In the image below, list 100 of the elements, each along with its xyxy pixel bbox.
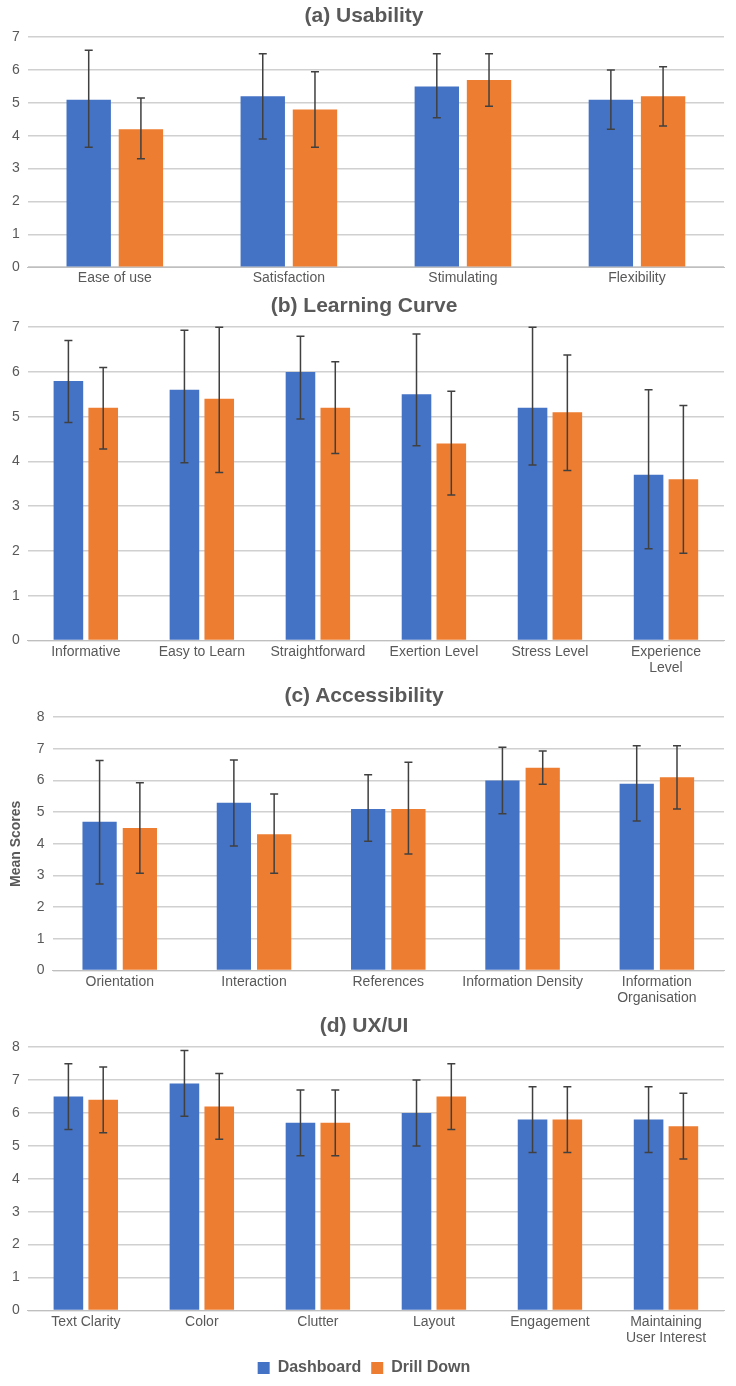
y-tick-label: 4: [11, 452, 20, 469]
bar: [240, 96, 285, 267]
y-tick-label: 4: [11, 1169, 20, 1186]
y-tick-label: 2: [11, 1235, 20, 1252]
bar: [401, 394, 432, 640]
x-tick-label: Layout: [412, 1312, 456, 1329]
bar: [391, 808, 426, 970]
y-tick-label: 3: [11, 497, 20, 514]
y-tick-label: 7: [36, 739, 45, 756]
bar: [169, 1083, 200, 1310]
bar: [53, 1096, 84, 1310]
bar: [619, 783, 654, 970]
y-tick-label: 8: [36, 708, 45, 725]
bar: [485, 780, 520, 970]
x-tick-label: References: [352, 972, 425, 989]
legend-label: Dashboard: [277, 1358, 362, 1376]
bar: [88, 1099, 118, 1310]
x-tick-label: Information Density: [462, 972, 583, 989]
x-tick-label: Interaction: [221, 972, 287, 989]
y-tick-label: 2: [11, 541, 20, 558]
y-tick-label: 2: [11, 192, 20, 209]
bar: [466, 79, 512, 267]
y-tick-label: 4: [36, 834, 45, 851]
bar: [633, 1119, 664, 1310]
x-tick-label: Exertion Level: [389, 642, 479, 659]
x-tick-label: Straightforward: [270, 642, 366, 659]
bar: [320, 407, 351, 640]
y-tick-label: 0: [11, 631, 20, 648]
x-tick-label: Ease of use: [77, 269, 152, 286]
y-tick-label: 2: [36, 897, 45, 914]
bar: [552, 1119, 583, 1310]
x-tick-label: Information Organisation: [617, 972, 697, 1006]
bar: [517, 407, 548, 640]
y-tick-label: 1: [11, 586, 20, 603]
y-tick-label: 6: [11, 1103, 20, 1120]
y-tick-label: 5: [36, 803, 45, 820]
bar: [552, 412, 583, 640]
bar: [659, 777, 695, 970]
bar: [118, 129, 164, 267]
y-tick-label: 6: [36, 771, 45, 788]
x-tick-label: Easy to Learn: [158, 642, 246, 659]
y-tick-label: 5: [11, 1136, 20, 1153]
bar: [66, 99, 111, 267]
bar: [517, 1119, 548, 1310]
bar: [285, 1122, 316, 1310]
y-tick-label: 5: [11, 407, 20, 424]
y-tick-label: 7: [11, 1070, 20, 1087]
y-tick-label: 7: [11, 28, 20, 45]
bar: [122, 827, 157, 970]
bar: [257, 834, 292, 970]
y-tick-label: 0: [11, 258, 20, 275]
y-tick-label: 0: [11, 1301, 20, 1318]
bar: [82, 821, 117, 970]
bar: [640, 96, 686, 267]
x-tick-label: Stimulating: [428, 269, 498, 286]
y-tick-label: 3: [11, 159, 20, 176]
legend-label: Drill Down: [391, 1358, 471, 1376]
x-tick-label: Color: [185, 1312, 219, 1329]
y-axis-title: Mean Scores: [7, 800, 24, 887]
x-tick-label: Engagement: [510, 1312, 590, 1329]
chart-title: (d) UX/UI: [319, 1013, 409, 1037]
bar: [285, 371, 316, 640]
x-tick-label: Maintaining User Interest: [625, 1312, 707, 1346]
bar: [216, 802, 251, 970]
bar: [436, 443, 467, 640]
x-tick-label: Informative: [51, 642, 121, 659]
y-tick-label: 8: [11, 1038, 20, 1055]
y-tick-label: 6: [11, 362, 20, 379]
bar: [414, 86, 459, 267]
bar: [169, 389, 200, 640]
bar: [633, 474, 664, 640]
bar: [668, 479, 699, 640]
bar: [351, 808, 386, 970]
x-tick-label: Text Clarity: [51, 1312, 121, 1329]
chart-title: (c) Accessibility: [284, 683, 444, 707]
y-tick-label: 1: [11, 1268, 20, 1285]
x-tick-label: Clutter: [297, 1312, 339, 1329]
x-tick-label: Experience Level: [630, 642, 702, 676]
y-tick-label: 4: [11, 126, 20, 143]
bar: [204, 398, 235, 640]
y-tick-label: 1: [36, 929, 45, 946]
bar: [53, 380, 84, 640]
y-tick-label: 1: [11, 225, 20, 242]
bar: [668, 1126, 699, 1310]
bar: [525, 767, 560, 970]
x-tick-label: Flexibility: [608, 269, 666, 286]
chart-title: (a) Usability: [304, 3, 424, 27]
y-tick-label: 0: [36, 961, 45, 978]
bar: [401, 1113, 432, 1310]
x-tick-label: Orientation: [85, 972, 154, 989]
bar: [292, 109, 338, 267]
y-tick-label: 5: [11, 93, 20, 110]
bar: [588, 99, 634, 267]
x-tick-label: Stress Level: [511, 642, 589, 659]
y-tick-label: 6: [11, 60, 20, 77]
bar: [320, 1122, 351, 1310]
bar: [436, 1096, 467, 1310]
bar: [88, 407, 118, 640]
bar: [204, 1106, 235, 1310]
chart-title: (b) Learning Curve: [270, 293, 458, 317]
